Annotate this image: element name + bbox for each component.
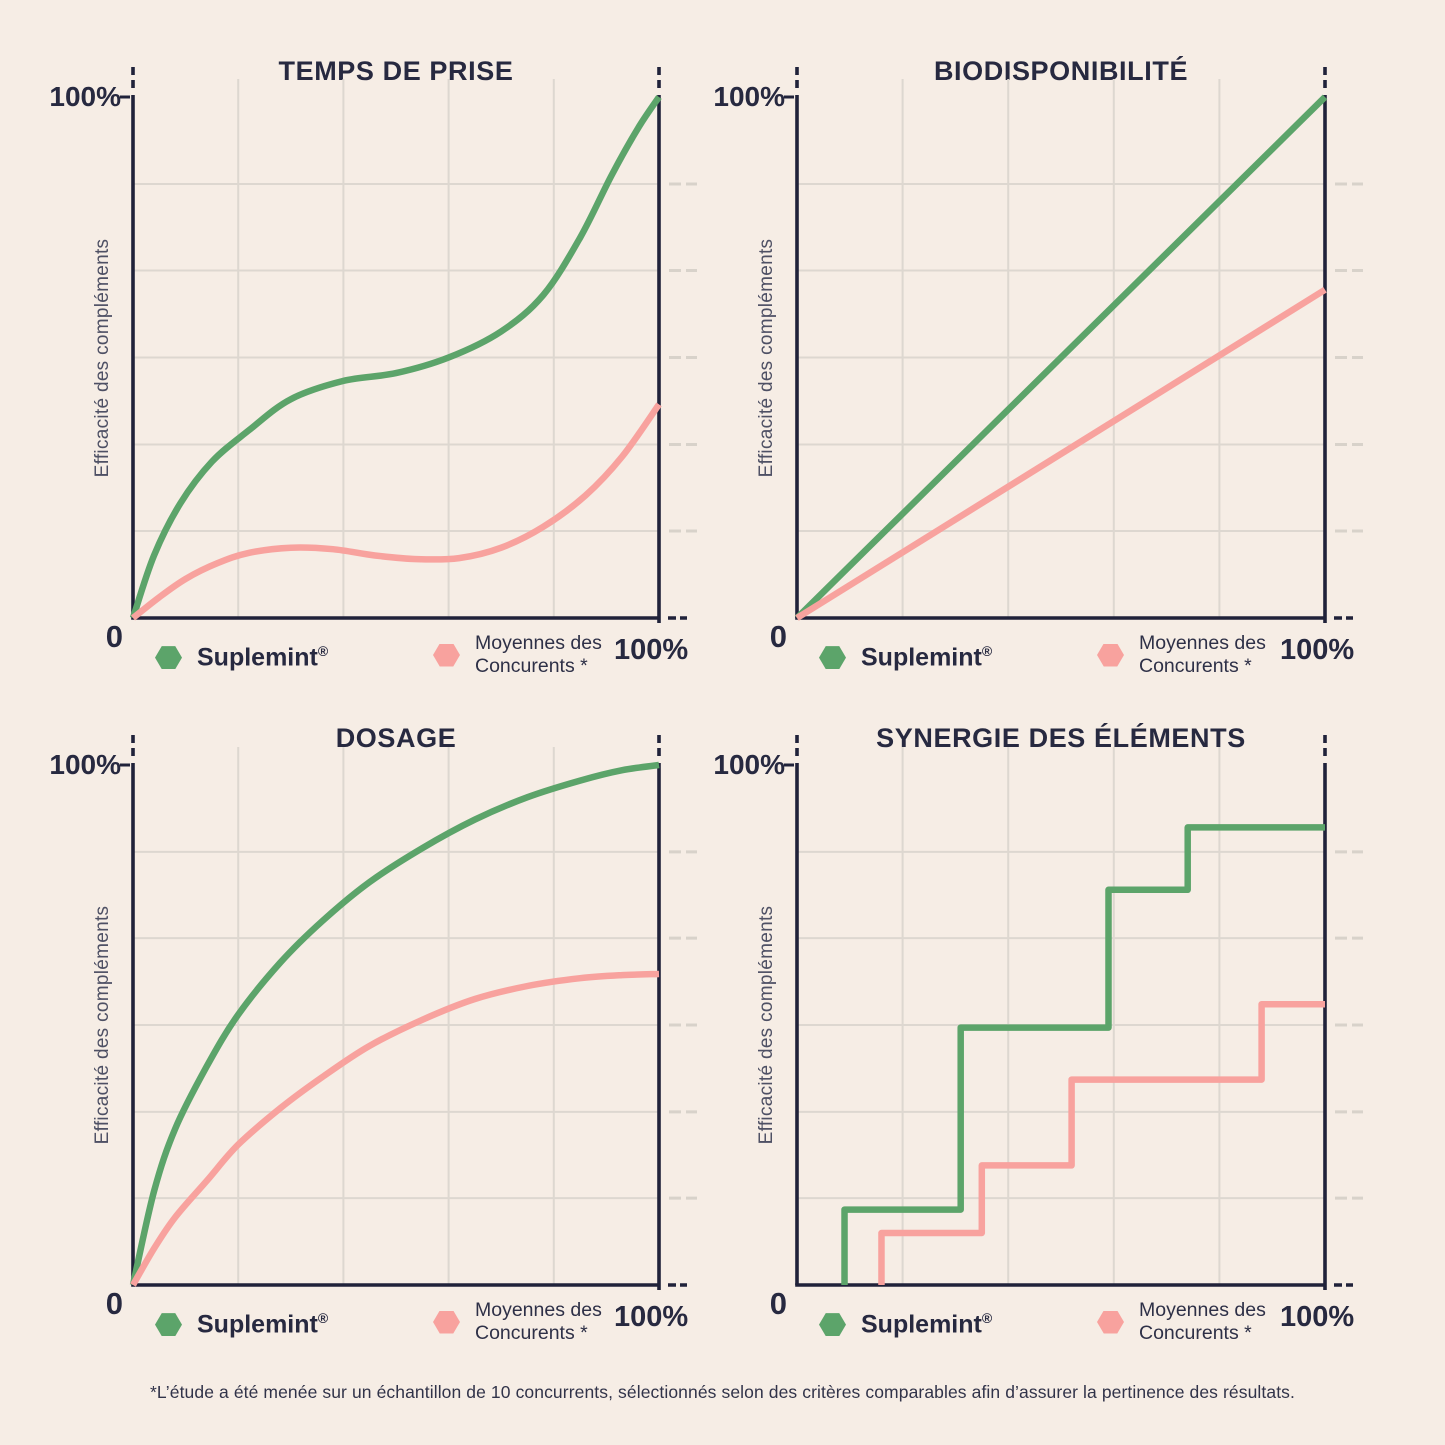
y-axis-label: Efficacité des compléments: [92, 238, 113, 477]
origin-label: 0: [105, 619, 123, 654]
competitors-legend-label: Moyennes des Concurents *: [1139, 1299, 1266, 1344]
chart-title: BIODISPONIBILITÉ: [933, 56, 1189, 87]
y-axis-max-label: 100%: [713, 749, 785, 780]
x-axis-max-label: 100%: [614, 1301, 689, 1333]
origin-label: 0: [105, 1286, 123, 1321]
y-axis-max-label: 100%: [49, 749, 121, 780]
legend-item-competitors: Moyennes des Concurents *: [1097, 1299, 1281, 1345]
chart-panel-temps-de-prise: TEMPS DE PRISE 100% Efficacité des compl…: [0, 0, 722, 700]
suplemint-legend-label: Suplemint®: [861, 1310, 993, 1339]
competitors-hexagon-swatch-icon: [433, 643, 460, 667]
plot-area: [784, 67, 1363, 623]
legend-item-competitors: Moyennes des Concurents *: [433, 632, 617, 678]
chart-title: TEMPS DE PRISE: [278, 56, 514, 87]
chart-panel-synergie-des-elements: SYNERGIE DES ÉLÉMENTS 100% Efficacité de…: [713, 700, 1445, 1345]
origin-label: 0: [769, 1286, 787, 1321]
competitors-legend-label: Moyennes des Concurents *: [475, 1299, 602, 1344]
suplemint-legend-label: Suplemint®: [861, 643, 993, 672]
suplemint-hexagon-swatch-icon: [155, 1313, 182, 1337]
legend-item-suplemint: Suplemint®: [155, 643, 328, 672]
y-axis-label: Efficacité des compléments: [756, 905, 777, 1145]
y-axis-label: Efficacité des compléments: [756, 238, 777, 477]
suplemint-legend-label: Suplemint®: [197, 643, 329, 672]
plot-area: [784, 735, 1363, 1290]
footer: *L’étude a été menée sur un échantillon …: [0, 1345, 1445, 1445]
origin-label: 0: [769, 619, 787, 654]
study-footnote: *L’étude a été menée sur un échantillon …: [150, 1382, 1295, 1402]
chart-panel-dosage: DOSAGE 100% Efficacité des compléments 0…: [0, 700, 722, 1345]
competitors-hexagon-swatch-icon: [1097, 643, 1124, 667]
y-axis-label: Efficacité des compléments: [92, 905, 113, 1145]
plot-area: [120, 67, 697, 623]
y-axis-max-label: 100%: [713, 81, 785, 112]
competitors-hexagon-swatch-icon: [1097, 1310, 1124, 1334]
chart-title: DOSAGE: [335, 723, 457, 754]
x-axis-max-label: 100%: [1280, 1301, 1355, 1333]
y-axis-max-label: 100%: [49, 81, 121, 112]
suplemint-hexagon-swatch-icon: [819, 1313, 846, 1337]
x-axis-max-label: 100%: [614, 634, 689, 666]
plot-area: [120, 735, 697, 1290]
suplemint-hexagon-swatch-icon: [819, 646, 846, 670]
legend-item-suplemint: Suplemint®: [819, 1310, 992, 1339]
x-axis-max-label: 100%: [1280, 634, 1355, 666]
suplemint-legend-label: Suplemint®: [197, 1310, 329, 1339]
legend-item-suplemint: Suplemint®: [819, 643, 992, 672]
chart-title: SYNERGIE DES ÉLÉMENTS: [876, 723, 1246, 754]
legend-item-suplemint: Suplemint®: [155, 1310, 328, 1339]
competitors-legend-label: Moyennes des Concurents *: [1139, 632, 1266, 677]
chart-panel-biodisponibilite: BIODISPONIBILITÉ 100% Efficacité des com…: [713, 0, 1445, 700]
competitors-legend-label: Moyennes des Concurents *: [475, 632, 602, 677]
legend-item-competitors: Moyennes des Concurents *: [433, 1299, 617, 1345]
suplemint-hexagon-swatch-icon: [155, 646, 182, 670]
competitors-hexagon-swatch-icon: [433, 1310, 460, 1334]
legend-item-competitors: Moyennes des Concurents *: [1097, 632, 1281, 678]
